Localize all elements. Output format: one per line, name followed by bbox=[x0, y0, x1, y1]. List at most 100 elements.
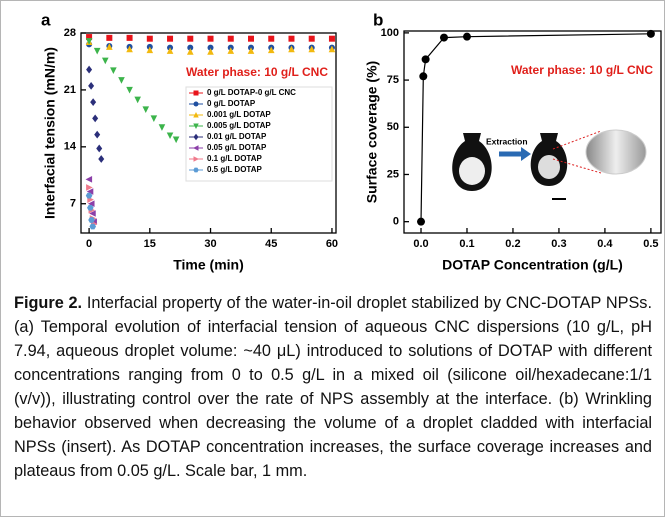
data-point bbox=[207, 48, 214, 55]
x-tick-label: 0.3 bbox=[551, 238, 566, 250]
charts: a 7 14 21 28 0 15 30 45 60 Time (min) Interfacial t… bbox=[41, 10, 662, 273]
x-tick-label: 15 bbox=[144, 238, 156, 250]
data-point bbox=[419, 72, 428, 81]
data-point bbox=[146, 46, 154, 54]
data-point bbox=[134, 96, 141, 104]
data-point bbox=[146, 35, 153, 42]
data-point bbox=[85, 176, 93, 183]
x-tick-label: 60 bbox=[326, 238, 338, 250]
data-point bbox=[166, 47, 174, 54]
data-point bbox=[172, 136, 180, 144]
data-point bbox=[89, 210, 96, 217]
data-point bbox=[227, 35, 234, 42]
x-tick-label: 0.4 bbox=[597, 238, 613, 250]
legend-entry: 0.005 g/L DOTAP bbox=[207, 121, 271, 130]
x-axis-title: Time (min) bbox=[173, 257, 244, 273]
data-point bbox=[118, 77, 125, 84]
data-point bbox=[92, 114, 99, 123]
data-point bbox=[421, 55, 430, 64]
data-point bbox=[187, 35, 194, 42]
legend-entry: 0.05 g/L DOTAP bbox=[207, 143, 267, 152]
legend-entry: 0 g/L DOTAP-0 g/L CNC bbox=[207, 88, 296, 97]
y-tick-label: 28 bbox=[64, 27, 76, 39]
legend-entry: 0.1 g/L DOTAP bbox=[207, 154, 262, 163]
data-line bbox=[420, 33, 651, 222]
legend-marker bbox=[193, 90, 199, 96]
data-point bbox=[142, 106, 150, 114]
data-point bbox=[101, 57, 109, 65]
x-tick-label: 30 bbox=[204, 238, 216, 250]
plot-frame bbox=[403, 30, 662, 234]
data-point bbox=[227, 47, 235, 54]
caption-label: Figure 2. bbox=[14, 294, 83, 312]
data-point bbox=[110, 67, 117, 74]
data-point bbox=[328, 45, 336, 53]
annotation: Water phase: 10 g/L CNC bbox=[511, 63, 653, 77]
y-tick-label: 7 bbox=[70, 198, 76, 210]
legend-box bbox=[185, 86, 333, 182]
data-point bbox=[88, 217, 95, 223]
y-axis-title: Interfacial tension (mN/m) bbox=[42, 47, 58, 219]
data-point bbox=[106, 34, 113, 41]
x-tick-label: 0 bbox=[86, 238, 92, 250]
y-tick-label: 25 bbox=[387, 168, 399, 180]
y-tick-label: 14 bbox=[64, 141, 77, 153]
legend-marker bbox=[193, 112, 199, 118]
data-point bbox=[150, 115, 158, 122]
plot-frame bbox=[80, 32, 337, 234]
data-point bbox=[86, 184, 93, 191]
y-tick-label: 50 bbox=[387, 121, 399, 133]
data-point bbox=[247, 47, 255, 54]
data-point bbox=[126, 45, 133, 53]
data-point bbox=[417, 217, 426, 226]
data-point bbox=[93, 47, 101, 55]
data-point bbox=[308, 35, 315, 42]
panel-label: b bbox=[373, 10, 383, 29]
legend-entry: 0.5 g/L DOTAP bbox=[207, 165, 262, 174]
data-point bbox=[267, 46, 275, 54]
data-point bbox=[126, 86, 133, 94]
data-point bbox=[89, 223, 97, 230]
x-tick-label: 45 bbox=[265, 238, 277, 250]
data-point bbox=[87, 200, 95, 208]
data-point bbox=[207, 35, 214, 42]
inset-label: Extraction bbox=[486, 136, 528, 146]
data-point bbox=[94, 130, 101, 139]
data-point bbox=[646, 29, 655, 38]
legend-entry: 0.01 g/L DOTAP bbox=[207, 132, 267, 141]
y-tick-label: 75 bbox=[387, 74, 399, 86]
y-tick-label: 100 bbox=[381, 27, 399, 39]
legend-marker bbox=[193, 167, 199, 173]
data-point bbox=[207, 44, 214, 51]
data-point bbox=[87, 204, 94, 211]
data-point bbox=[462, 32, 471, 41]
x-tick-label: 0.5 bbox=[643, 238, 658, 250]
x-tick-label: 0.0 bbox=[413, 238, 428, 250]
data-point bbox=[86, 188, 94, 195]
y-tick-label: 0 bbox=[393, 216, 399, 228]
data-point bbox=[248, 35, 254, 42]
data-point bbox=[126, 34, 133, 41]
data-point bbox=[86, 65, 93, 74]
data-point bbox=[106, 43, 113, 50]
caption-text: Interfacial property of the water-in-oil… bbox=[14, 294, 652, 480]
annotation: Water phase: 10 g/L CNC bbox=[186, 65, 328, 79]
legend-marker bbox=[193, 156, 199, 162]
data-point bbox=[158, 124, 166, 131]
data-point bbox=[268, 35, 275, 42]
data-point bbox=[187, 44, 194, 51]
y-tick-label: 21 bbox=[64, 84, 76, 96]
x-tick-label: 0.2 bbox=[505, 238, 520, 250]
legend-marker bbox=[193, 133, 199, 141]
data-point bbox=[328, 35, 335, 42]
legend-marker bbox=[193, 145, 199, 151]
data-point bbox=[167, 35, 174, 42]
legend-entry: 0 g/L DOTAP bbox=[207, 99, 256, 108]
data-point bbox=[439, 33, 448, 42]
data-point bbox=[166, 132, 174, 140]
data-point bbox=[308, 45, 316, 53]
data-point bbox=[186, 48, 194, 55]
caption: Figure 2. Interfacial property of the wa… bbox=[14, 291, 652, 483]
panel-label: a bbox=[41, 10, 51, 29]
